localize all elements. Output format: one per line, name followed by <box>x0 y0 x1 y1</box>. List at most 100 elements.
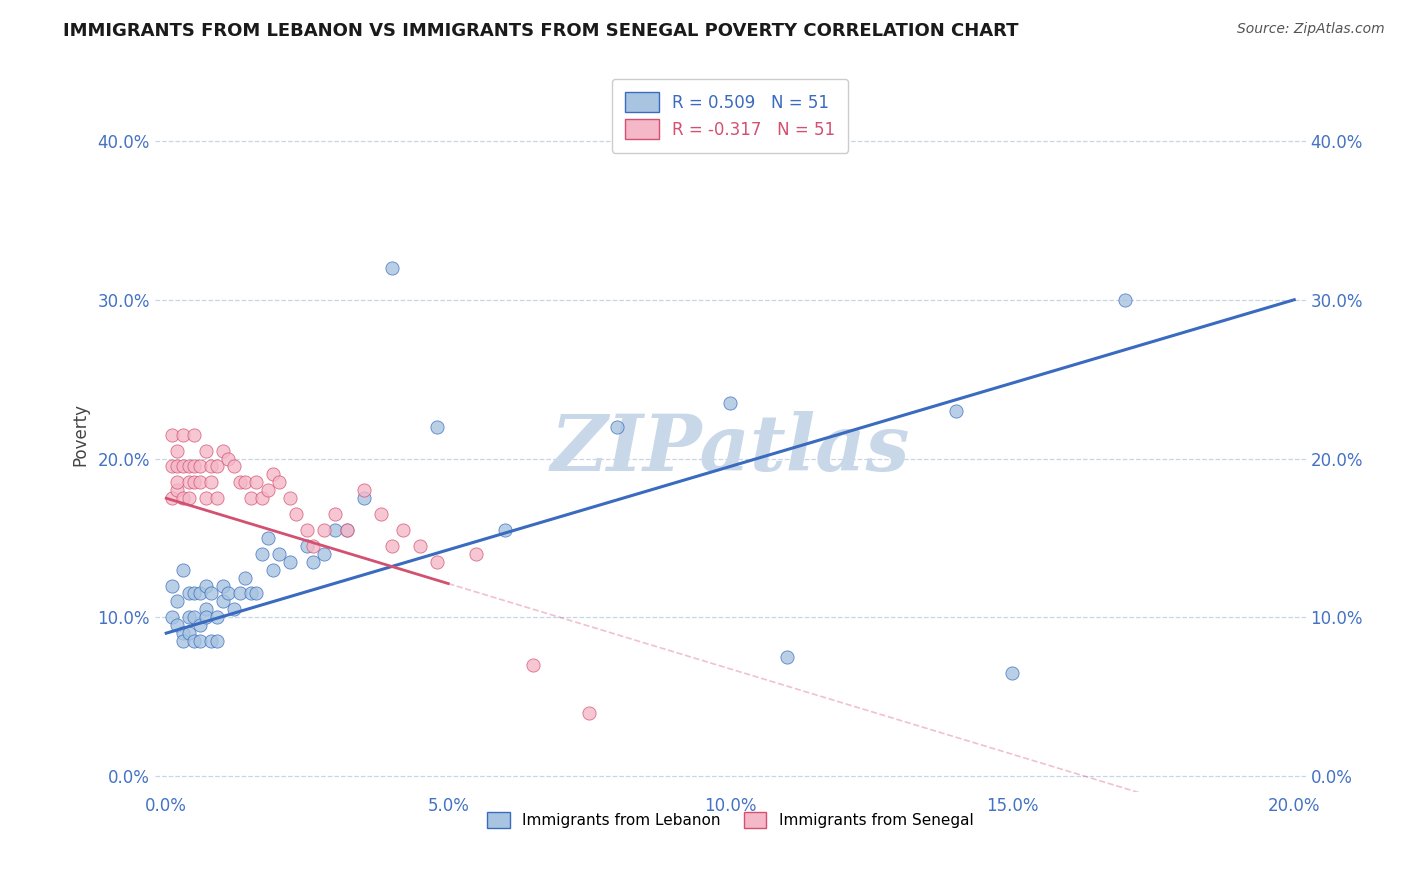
Point <box>381 260 404 275</box>
Point <box>194 578 217 592</box>
Point <box>250 491 273 506</box>
Point <box>426 419 449 434</box>
Point <box>228 475 250 490</box>
Point <box>183 475 205 490</box>
Point <box>314 523 336 537</box>
Point <box>718 396 741 410</box>
Point <box>775 650 797 665</box>
Point <box>233 475 256 490</box>
Point <box>205 610 228 624</box>
Point <box>194 610 217 624</box>
Point <box>205 459 228 474</box>
Point <box>194 491 217 506</box>
Point <box>278 555 301 569</box>
Point <box>172 626 194 640</box>
Point <box>426 555 449 569</box>
Point <box>177 610 200 624</box>
Point <box>172 427 194 442</box>
Point <box>172 459 194 474</box>
Point <box>160 578 183 592</box>
Point <box>222 459 245 474</box>
Point <box>1114 293 1136 307</box>
Point <box>578 706 600 720</box>
Point <box>172 563 194 577</box>
Point <box>297 539 319 553</box>
Point <box>177 475 200 490</box>
Legend: Immigrants from Lebanon, Immigrants from Senegal: Immigrants from Lebanon, Immigrants from… <box>481 806 980 834</box>
Point <box>160 610 183 624</box>
Point <box>381 539 404 553</box>
Point <box>267 547 290 561</box>
Point <box>183 610 205 624</box>
Point <box>172 634 194 648</box>
Point <box>188 618 211 632</box>
Point <box>302 555 325 569</box>
Point <box>200 475 222 490</box>
Point <box>177 626 200 640</box>
Point <box>233 571 256 585</box>
Point <box>336 523 359 537</box>
Point <box>353 491 375 506</box>
Point <box>200 634 222 648</box>
Point <box>166 618 188 632</box>
Point <box>166 483 188 498</box>
Point <box>183 427 205 442</box>
Point <box>188 586 211 600</box>
Point <box>166 475 188 490</box>
Point <box>205 634 228 648</box>
Point <box>166 443 188 458</box>
Point <box>494 523 516 537</box>
Point <box>239 491 262 506</box>
Point <box>160 491 183 506</box>
Point <box>222 602 245 616</box>
Point <box>284 507 307 521</box>
Point <box>166 594 188 608</box>
Point <box>194 602 217 616</box>
Text: ZIPatlas: ZIPatlas <box>551 410 910 487</box>
Point <box>183 586 205 600</box>
Point <box>392 523 415 537</box>
Point <box>945 404 967 418</box>
Point <box>256 483 278 498</box>
Point <box>211 443 233 458</box>
Point <box>245 475 267 490</box>
Text: Source: ZipAtlas.com: Source: ZipAtlas.com <box>1237 22 1385 37</box>
Point <box>325 523 347 537</box>
Text: IMMIGRANTS FROM LEBANON VS IMMIGRANTS FROM SENEGAL POVERTY CORRELATION CHART: IMMIGRANTS FROM LEBANON VS IMMIGRANTS FR… <box>63 22 1019 40</box>
Point <box>267 475 290 490</box>
Point <box>314 547 336 561</box>
Point <box>166 459 188 474</box>
Point <box>177 459 200 474</box>
Point <box>188 459 211 474</box>
Point <box>239 586 262 600</box>
Point <box>200 459 222 474</box>
Point <box>245 586 267 600</box>
Point <box>177 491 200 506</box>
Point <box>160 459 183 474</box>
Point <box>211 578 233 592</box>
Point <box>183 459 205 474</box>
Point <box>370 507 392 521</box>
Point <box>194 443 217 458</box>
Point <box>262 563 284 577</box>
Point <box>262 467 284 482</box>
Point <box>465 547 488 561</box>
Point <box>217 451 239 466</box>
Point <box>250 547 273 561</box>
Point <box>211 594 233 608</box>
Point <box>606 419 628 434</box>
Point <box>302 539 325 553</box>
Point <box>188 634 211 648</box>
Point <box>200 586 222 600</box>
Point <box>353 483 375 498</box>
Point <box>160 427 183 442</box>
Point <box>188 475 211 490</box>
Point <box>183 634 205 648</box>
Y-axis label: Poverty: Poverty <box>72 403 89 467</box>
Point <box>177 586 200 600</box>
Point <box>217 586 239 600</box>
Point <box>228 586 250 600</box>
Point <box>256 531 278 545</box>
Point <box>325 507 347 521</box>
Point <box>522 657 544 672</box>
